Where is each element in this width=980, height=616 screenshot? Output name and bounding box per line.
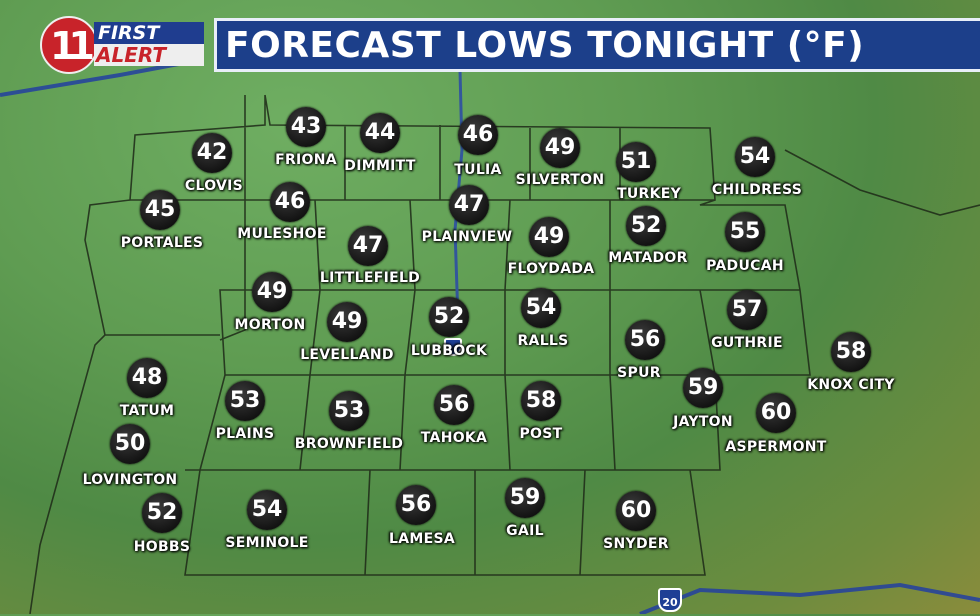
temperature-value: 59 xyxy=(505,478,545,518)
city-name: KNOX CITY xyxy=(807,377,895,393)
temperature-value: 58 xyxy=(521,381,561,421)
temperature-value: 44 xyxy=(360,113,400,153)
temperature-value: 56 xyxy=(625,320,665,360)
city-name: POST xyxy=(519,426,563,442)
city-name: PADUCAH xyxy=(706,258,784,274)
city-name: FRIONA xyxy=(275,152,337,168)
temperature-value: 54 xyxy=(247,490,287,530)
city-name: GUTHRIE xyxy=(711,335,783,351)
city-name: SILVERTON xyxy=(515,172,605,188)
city-name: FLOYDADA xyxy=(507,261,595,277)
city-name: BROWNFIELD xyxy=(294,436,404,452)
city-name: LITTLEFIELD xyxy=(319,270,421,286)
city-name: CLOVIS xyxy=(184,178,244,194)
interstate-27-shield xyxy=(444,338,462,356)
temperature-value: 55 xyxy=(725,212,765,252)
city-name: HOBBS xyxy=(133,539,191,555)
temperature-value: 56 xyxy=(396,485,436,525)
first-alert-logo: 11 FIRST ALERT xyxy=(40,16,212,74)
city-name: RALLS xyxy=(517,333,569,349)
title-bar: FORECAST LOWS TONIGHT (°F) xyxy=(214,18,980,72)
city-name: SPUR xyxy=(617,365,661,381)
temperature-value: 50 xyxy=(110,424,150,464)
temperature-value: 60 xyxy=(616,491,656,531)
logo-channel-number: 11 xyxy=(50,24,95,68)
temperature-value: 53 xyxy=(329,391,369,431)
temperature-value: 58 xyxy=(831,332,871,372)
interstate-20-shield: 20 xyxy=(658,588,682,612)
temperature-value: 48 xyxy=(127,358,167,398)
city-name: LAMESA xyxy=(389,531,455,547)
city-name: PORTALES xyxy=(120,235,204,251)
city-name: LOVINGTON xyxy=(82,472,178,488)
page-title: FORECAST LOWS TONIGHT (°F) xyxy=(225,25,865,66)
city-name: SNYDER xyxy=(603,536,669,552)
city-name: TAHOKA xyxy=(420,430,488,446)
temperature-value: 47 xyxy=(449,185,489,225)
county-borders xyxy=(29,94,980,614)
city-name: TULIA xyxy=(454,162,502,178)
city-name: ASPERMONT xyxy=(725,439,827,455)
temperature-value: 47 xyxy=(348,226,388,266)
temperature-value: 49 xyxy=(529,217,569,257)
temperature-value: 52 xyxy=(626,206,666,246)
temperature-value: 60 xyxy=(756,393,796,433)
temperature-value: 57 xyxy=(727,290,767,330)
logo-first: FIRST xyxy=(98,22,160,44)
city-name: JAYTON xyxy=(673,414,733,430)
temperature-value: 53 xyxy=(225,381,265,421)
city-name: PLAINS xyxy=(215,426,275,442)
temperature-value: 54 xyxy=(521,288,561,328)
temperature-value: 45 xyxy=(140,190,180,230)
temperature-value: 59 xyxy=(683,368,723,408)
city-name: LEVELLAND xyxy=(300,347,394,363)
temperature-value: 49 xyxy=(327,302,367,342)
temperature-value: 52 xyxy=(429,297,469,337)
city-name: TURKEY xyxy=(616,186,682,202)
temperature-value: 49 xyxy=(252,272,292,312)
temperature-value: 51 xyxy=(616,142,656,182)
city-name: TATUM xyxy=(119,403,175,419)
temperature-value: 52 xyxy=(142,493,182,533)
city-name: SEMINOLE xyxy=(225,535,309,551)
city-name: CHILDRESS xyxy=(711,182,803,198)
city-name: LUBBOCK xyxy=(410,343,488,359)
city-name: GAIL xyxy=(506,523,544,539)
temperature-value: 42 xyxy=(192,133,232,173)
temperature-value: 43 xyxy=(286,107,326,147)
city-name: DIMMITT xyxy=(344,158,416,174)
temperature-value: 46 xyxy=(270,182,310,222)
temperature-value: 56 xyxy=(434,385,474,425)
city-name: MULESHOE xyxy=(237,226,327,242)
temperature-value: 49 xyxy=(540,128,580,168)
city-name: MATADOR xyxy=(608,250,688,266)
city-name: MORTON xyxy=(234,317,306,333)
temperature-value: 54 xyxy=(735,137,775,177)
city-name: PLAINVIEW xyxy=(421,229,513,245)
logo-alert: ALERT xyxy=(96,43,167,67)
temperature-value: 46 xyxy=(458,115,498,155)
